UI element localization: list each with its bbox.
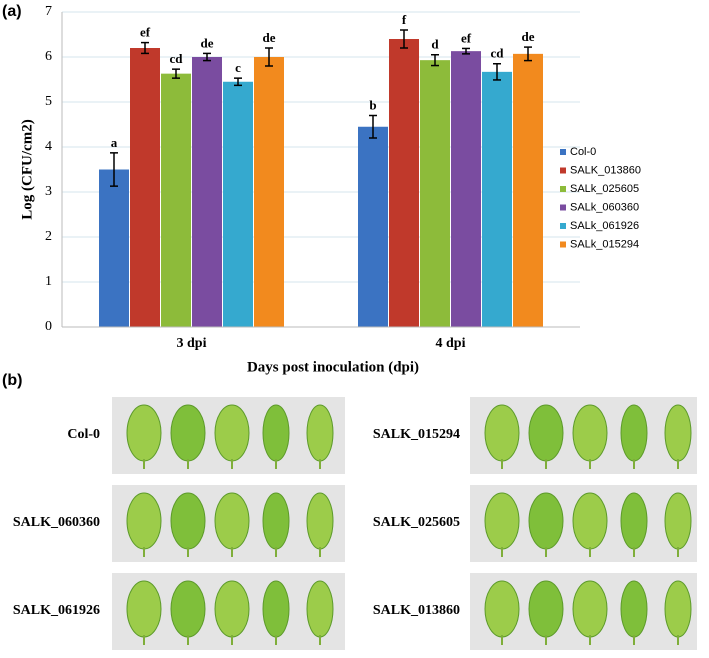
legend-label: Col-0 bbox=[570, 146, 596, 158]
bar bbox=[99, 169, 129, 327]
panel-label: (a) bbox=[2, 3, 22, 20]
significance-label: f bbox=[402, 12, 407, 27]
leaf bbox=[572, 492, 608, 550]
leaf bbox=[214, 580, 250, 638]
bar bbox=[513, 53, 543, 327]
leaf bbox=[214, 404, 250, 462]
leaf bbox=[664, 404, 692, 462]
photo-label: SALK_025605 bbox=[373, 515, 460, 530]
leaf bbox=[262, 580, 290, 638]
leaf bbox=[620, 492, 648, 550]
bar bbox=[482, 71, 512, 327]
photo-label: SALK_015294 bbox=[373, 427, 460, 442]
bar bbox=[358, 126, 388, 327]
y-tick-label: 3 bbox=[45, 184, 52, 199]
leaf bbox=[126, 580, 162, 638]
legend-label: SALk_060360 bbox=[570, 201, 639, 213]
leaf bbox=[170, 580, 206, 638]
bar bbox=[254, 57, 284, 327]
y-axis-label: Log (CFU/cm2) bbox=[19, 119, 35, 219]
bar bbox=[420, 60, 450, 328]
leaf bbox=[126, 404, 162, 462]
leaf bbox=[306, 580, 334, 638]
y-tick-label: 0 bbox=[45, 319, 52, 334]
significance-label: ef bbox=[461, 30, 472, 45]
leaf bbox=[620, 404, 648, 462]
bar bbox=[192, 57, 222, 327]
y-tick-label: 2 bbox=[45, 229, 52, 244]
x-axis-label: Days post inoculation (dpi) bbox=[247, 359, 419, 375]
photo-label: Col-0 bbox=[67, 427, 100, 442]
y-tick-label: 7 bbox=[45, 4, 52, 19]
bar bbox=[389, 39, 419, 327]
leaf bbox=[262, 404, 290, 462]
y-tick-label: 1 bbox=[45, 274, 52, 289]
significance-label: cd bbox=[491, 46, 505, 61]
leaf bbox=[484, 492, 520, 550]
significance-label: de bbox=[263, 30, 276, 45]
leaf bbox=[170, 404, 206, 462]
legend-swatch bbox=[560, 204, 566, 211]
leaf bbox=[664, 580, 692, 638]
legend-label: SALk_025605 bbox=[570, 183, 639, 195]
leaf bbox=[528, 580, 564, 638]
legend-swatch bbox=[560, 223, 566, 229]
leaf bbox=[170, 492, 206, 550]
significance-label: de bbox=[522, 29, 535, 44]
leaf bbox=[306, 404, 334, 462]
x-tick-label: 4 dpi bbox=[436, 336, 466, 351]
photo-label: SALK_061926 bbox=[13, 603, 100, 618]
leaf bbox=[620, 580, 648, 638]
leaf bbox=[528, 492, 564, 550]
legend-swatch bbox=[560, 167, 566, 174]
leaf bbox=[664, 492, 692, 550]
leaf bbox=[484, 404, 520, 462]
leaf bbox=[306, 492, 334, 550]
significance-label: ef bbox=[140, 25, 151, 40]
panel-label: (b) bbox=[2, 372, 22, 389]
y-tick-label: 5 bbox=[45, 94, 52, 109]
leaf bbox=[214, 492, 250, 550]
leaf bbox=[572, 580, 608, 638]
significance-label: cd bbox=[170, 51, 184, 66]
legend-swatch bbox=[560, 149, 566, 155]
bar bbox=[161, 73, 191, 328]
photo-label: SALK_013860 bbox=[373, 603, 460, 618]
significance-label: c bbox=[235, 60, 241, 75]
leaf bbox=[484, 580, 520, 638]
significance-label: d bbox=[431, 37, 439, 52]
significance-label: de bbox=[201, 35, 214, 50]
x-tick-label: 3 dpi bbox=[177, 336, 207, 351]
significance-label: b bbox=[369, 97, 376, 112]
legend-swatch bbox=[560, 186, 566, 192]
significance-label: a bbox=[111, 135, 118, 150]
legend-label: SALK_013860 bbox=[570, 164, 641, 176]
legend-swatch bbox=[560, 241, 566, 248]
legend-label: SALk_061926 bbox=[570, 220, 639, 232]
photo-label: SALK_060360 bbox=[13, 515, 100, 530]
legend-label: SALk_015294 bbox=[570, 238, 639, 250]
bar bbox=[223, 81, 253, 327]
leaf bbox=[528, 404, 564, 462]
bar bbox=[130, 48, 160, 327]
leaf bbox=[572, 404, 608, 462]
y-tick-label: 4 bbox=[45, 139, 52, 154]
leaf bbox=[126, 492, 162, 550]
leaf bbox=[262, 492, 290, 550]
bar bbox=[451, 51, 481, 328]
y-tick-label: 6 bbox=[45, 49, 52, 64]
